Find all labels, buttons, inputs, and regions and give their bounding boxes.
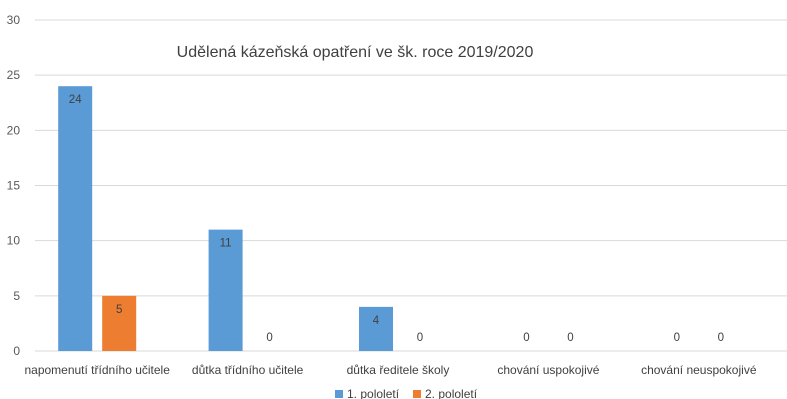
y-tick-label: 10 [7,234,21,248]
data-label: 24 [69,94,82,106]
bar [58,86,93,351]
data-label: 0 [523,332,529,344]
category-labels: napomenutí třídního učitele důtka třídníh… [24,363,756,377]
legend-swatch [413,390,421,398]
data-labels: 24 5 11 0 4 0 0 0 0 0 [69,94,724,344]
y-tick-label: 25 [7,68,21,82]
legend: 1. pololetí 2. pololetí [335,387,478,399]
data-label: 0 [718,332,724,344]
bar [208,229,243,351]
bar [102,295,137,351]
category-label: důtka třídního učitele [192,363,304,377]
y-tick-label: 5 [13,289,20,303]
data-label: 11 [220,238,232,250]
category-label: napomenutí třídního učitele [24,363,170,377]
category-label: chování neuspokojivé [641,363,757,377]
bar [359,306,393,351]
bars [58,86,393,351]
legend-swatch [335,390,343,398]
data-label: 0 [567,332,573,344]
category-label: chování uspokojivé [497,363,599,377]
data-label: 0 [266,332,272,344]
y-tick-label: 15 [7,179,21,193]
data-label: 0 [674,332,680,344]
y-tick-label: 20 [7,123,21,137]
y-tick-label: 0 [13,344,20,358]
data-label: 5 [116,304,122,316]
legend-label: 2. pololetí [425,387,478,399]
category-label: důtka ředitele školy [347,363,450,377]
data-label: 4 [373,315,380,327]
data-label: 0 [417,332,423,344]
legend-label: 1. pololetí [347,387,400,399]
y-axis-tick-labels: 0 5 10 15 20 25 30 [7,13,21,358]
y-tick-label: 30 [7,13,21,27]
gridlines [35,19,787,297]
chart-title: Udělená kázeňská opatření ve šk. roce 20… [177,44,534,61]
